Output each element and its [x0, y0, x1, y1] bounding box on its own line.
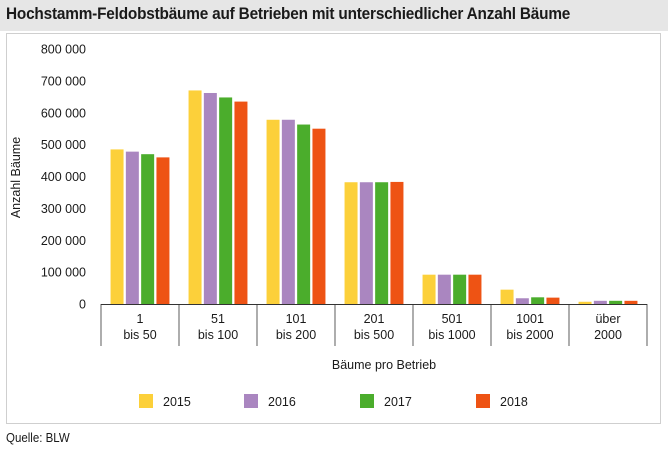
- x-tick-label: bis 1000: [428, 328, 475, 342]
- legend-label-2016: 2016: [268, 395, 296, 409]
- y-tick-label: 0: [79, 298, 86, 312]
- x-tick-label: 1: [137, 312, 144, 326]
- y-tick-label: 200 000: [41, 234, 86, 248]
- bar-2017-cat-6: [531, 297, 545, 304]
- bar-2015-cat-5: [422, 274, 436, 304]
- bar-2018-cat-2: [234, 101, 248, 304]
- bar-chart: 0 100 000 200 000 300 000 400 000 500 000 600 …: [9, 43, 648, 409]
- bar-2016-cat-6: [515, 298, 529, 304]
- bar-2016-cat-7: [593, 300, 607, 304]
- legend-label-2018: 2018: [500, 395, 528, 409]
- bar-2016-cat-3: [281, 119, 295, 304]
- bar-2018-cat-3: [312, 128, 326, 304]
- bar-2017-cat-7: [609, 300, 623, 304]
- bar-2016-cat-1: [125, 151, 139, 304]
- bar-2016-cat-2: [203, 92, 217, 304]
- x-tick-label: 51: [211, 312, 225, 326]
- title-bar: Hochstamm-Feldobstbäume auf Betrieben mi…: [0, 0, 668, 31]
- bar-2017-cat-2: [219, 97, 233, 304]
- bar-2015-cat-6: [500, 289, 514, 304]
- bar-2016-cat-4: [359, 182, 373, 304]
- legend-swatch-2017: [360, 394, 374, 408]
- bar-2015-cat-1: [110, 149, 124, 304]
- bar-2018-cat-1: [156, 157, 170, 305]
- bar-2017-cat-5: [453, 274, 467, 304]
- bar-2015-cat-7: [578, 301, 592, 304]
- legend-swatch-2016: [244, 394, 258, 408]
- chart-frame: 0 100 000 200 000 300 000 400 000 500 000 600 …: [6, 33, 661, 424]
- x-tick-label: 1001: [516, 312, 544, 326]
- x-tick-label: bis 500: [354, 328, 394, 342]
- bar-2015-cat-2: [188, 90, 202, 304]
- x-tick-label: 201: [364, 312, 385, 326]
- chart-title: Hochstamm-Feldobstbäume auf Betrieben mi…: [6, 5, 571, 23]
- y-tick-label: 300 000: [41, 202, 86, 216]
- bar-2017-cat-3: [297, 124, 311, 304]
- bar-2015-cat-3: [266, 119, 280, 304]
- x-tick-label: 501: [442, 312, 463, 326]
- y-tick-label: 800 000: [41, 43, 86, 57]
- bar-2018-cat-5: [468, 274, 482, 304]
- x-tick-label: über: [595, 312, 620, 326]
- x-tick-label: 2000: [594, 328, 622, 342]
- bar-2018-cat-6: [546, 297, 560, 305]
- source-note: Quelle: BLW: [6, 431, 70, 445]
- legend-swatch-2018: [476, 394, 490, 408]
- bar-2016-cat-5: [437, 274, 451, 304]
- x-tick-label: bis 200: [276, 328, 316, 342]
- legend-label-2015: 2015: [163, 395, 191, 409]
- x-axis-title: Bäume pro Betrieb: [332, 358, 436, 372]
- bar-2018-cat-4: [390, 181, 404, 304]
- bar-2015-cat-4: [344, 182, 358, 304]
- y-axis-title: Anzahl Bäume: [9, 137, 23, 218]
- legend-swatch-2015: [139, 394, 153, 408]
- x-tick-label: bis 2000: [506, 328, 553, 342]
- x-tick-label: 101: [286, 312, 307, 326]
- bar-2018-cat-7: [624, 300, 638, 304]
- bar-2017-cat-4: [375, 182, 389, 304]
- y-tick-label: 700 000: [41, 74, 86, 88]
- y-tick-label: 100 000: [41, 266, 86, 280]
- legend-label-2017: 2017: [384, 395, 412, 409]
- x-tick-label: bis 100: [198, 328, 238, 342]
- bar-2017-cat-1: [141, 154, 155, 304]
- y-tick-label: 400 000: [41, 170, 86, 184]
- y-tick-label: 600 000: [41, 106, 86, 120]
- y-tick-label: 500 000: [41, 138, 86, 152]
- x-tick-label: bis 50: [123, 328, 156, 342]
